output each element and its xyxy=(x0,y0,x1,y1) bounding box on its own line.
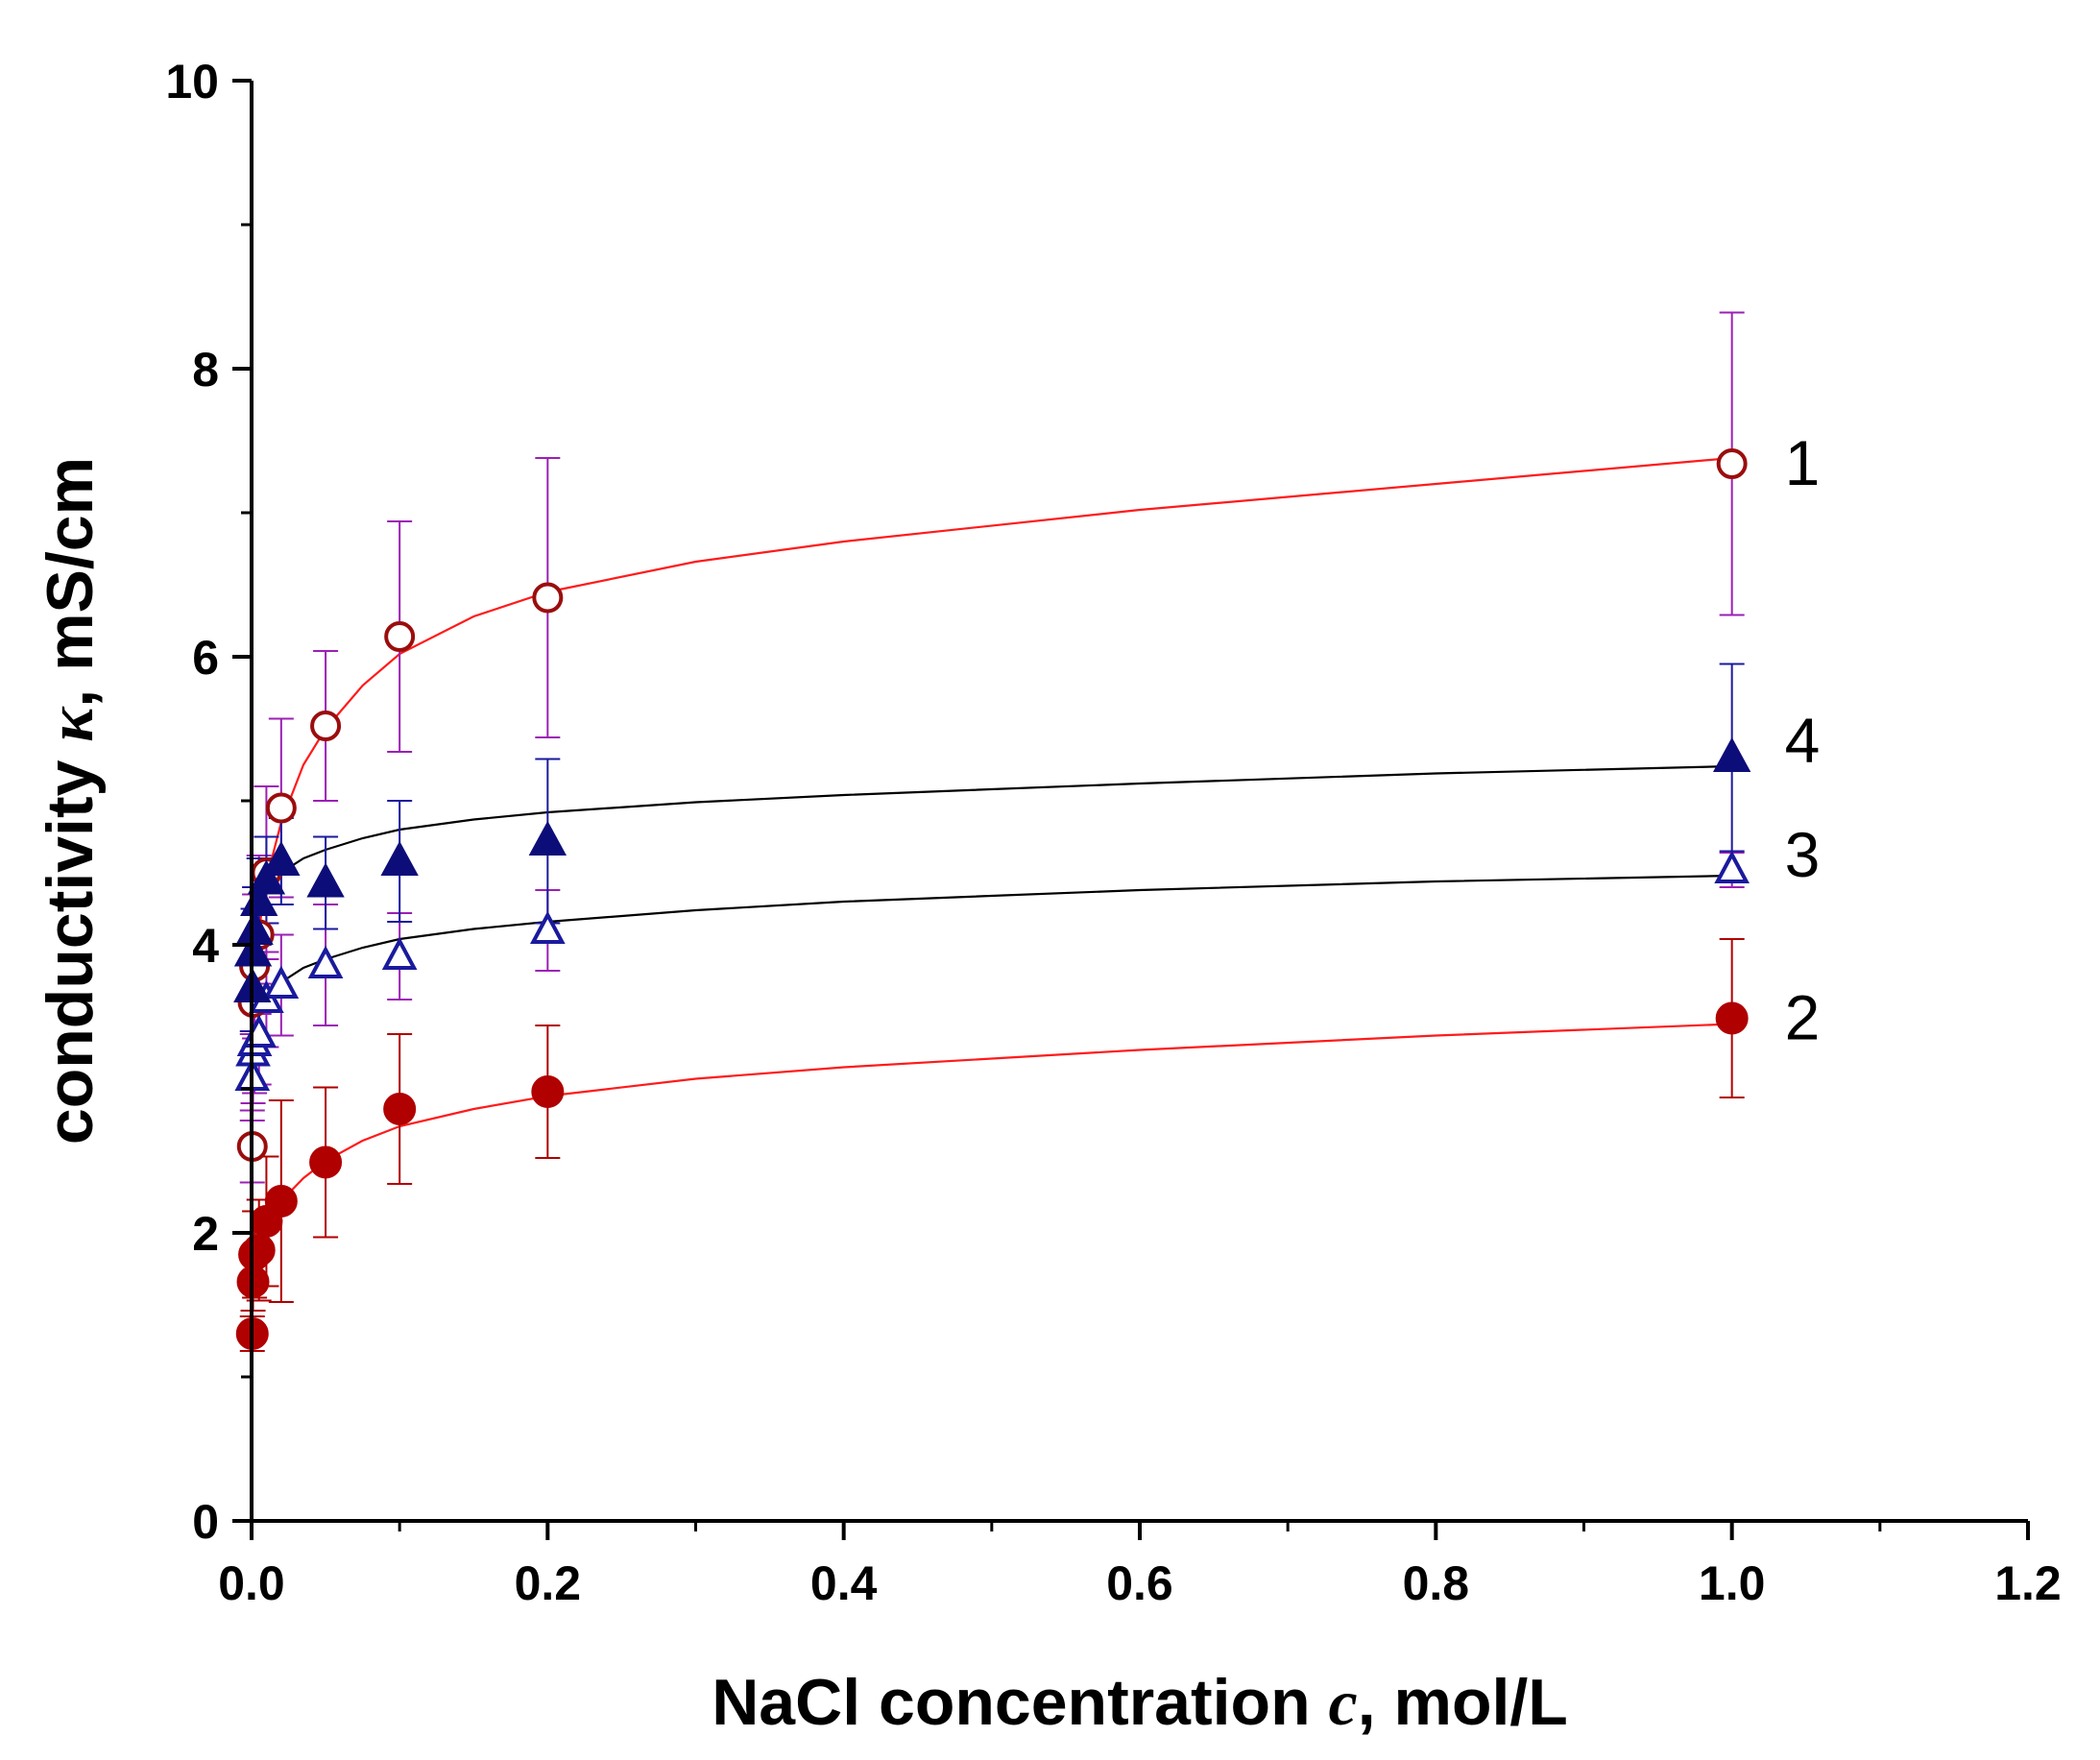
y-tick-label: 8 xyxy=(192,343,219,397)
y-axis-title: conductivity κ, mS/cm xyxy=(34,457,107,1145)
series-label-1: 1 xyxy=(1785,427,1821,498)
point-series-4 xyxy=(306,862,345,898)
point-series-3 xyxy=(381,936,418,970)
point-series-4 xyxy=(1712,736,1751,772)
fit-curve-2 xyxy=(252,1023,1732,1289)
point-series-4 xyxy=(262,840,301,876)
point-series-1 xyxy=(310,711,342,741)
point-series-2 xyxy=(383,1093,417,1125)
point-series-1 xyxy=(265,792,297,824)
fit-curve-4 xyxy=(252,764,1732,960)
y-tick-label: 0 xyxy=(192,1495,219,1549)
error-bars xyxy=(239,311,1745,1352)
series-label-4: 4 xyxy=(1785,705,1821,776)
point-series-2 xyxy=(531,1075,565,1108)
x-tick-label: 1.0 xyxy=(1699,1556,1766,1610)
fit-curve-3 xyxy=(252,874,1732,1075)
series-labels: 1 2 3 4 xyxy=(1785,427,1821,1053)
x-tick-label: 0.0 xyxy=(218,1556,285,1610)
x-tick-label: 0.4 xyxy=(810,1556,878,1610)
fit-curve-1 xyxy=(252,456,1732,1125)
point-series-2 xyxy=(309,1145,343,1179)
point-series-4 xyxy=(380,840,419,876)
point-series-1 xyxy=(532,582,564,614)
y-tick-label: 10 xyxy=(165,55,219,108)
point-series-3 xyxy=(307,945,344,978)
point-series-4 xyxy=(235,909,274,945)
y-tick-label: 6 xyxy=(192,631,219,685)
point-series-2 xyxy=(1715,1001,1749,1035)
axis-ticks: 0.0 0.2 0.4 0.6 0.8 1.0 1.2 0 2 4 6 8 10 xyxy=(165,55,2061,1610)
fit-curves xyxy=(252,456,1732,1289)
x-axis-title: NaCl concentration c, mol/L xyxy=(712,1666,1568,1739)
point-series-4 xyxy=(247,859,286,895)
point-series-2 xyxy=(242,1234,276,1266)
x-tick-label: 0.6 xyxy=(1106,1556,1173,1610)
point-series-4 xyxy=(528,820,567,856)
point-series-2 xyxy=(264,1185,298,1218)
point-series-3 xyxy=(529,910,566,944)
x-tick-label: 1.2 xyxy=(1994,1556,2062,1610)
axes xyxy=(250,81,2028,1523)
series-label-2: 2 xyxy=(1785,982,1821,1053)
y-tick-label: 4 xyxy=(192,919,219,973)
y-tick-label: 2 xyxy=(192,1207,219,1261)
point-series-3 xyxy=(1714,850,1750,883)
point-series-3 xyxy=(263,965,300,999)
x-tick-label: 0.2 xyxy=(515,1556,582,1610)
x-tick-label: 0.8 xyxy=(1403,1556,1470,1610)
data-points xyxy=(233,448,1751,1350)
point-series-1 xyxy=(384,621,416,652)
point-series-1 xyxy=(1716,448,1748,479)
series-label-3: 3 xyxy=(1785,819,1821,890)
